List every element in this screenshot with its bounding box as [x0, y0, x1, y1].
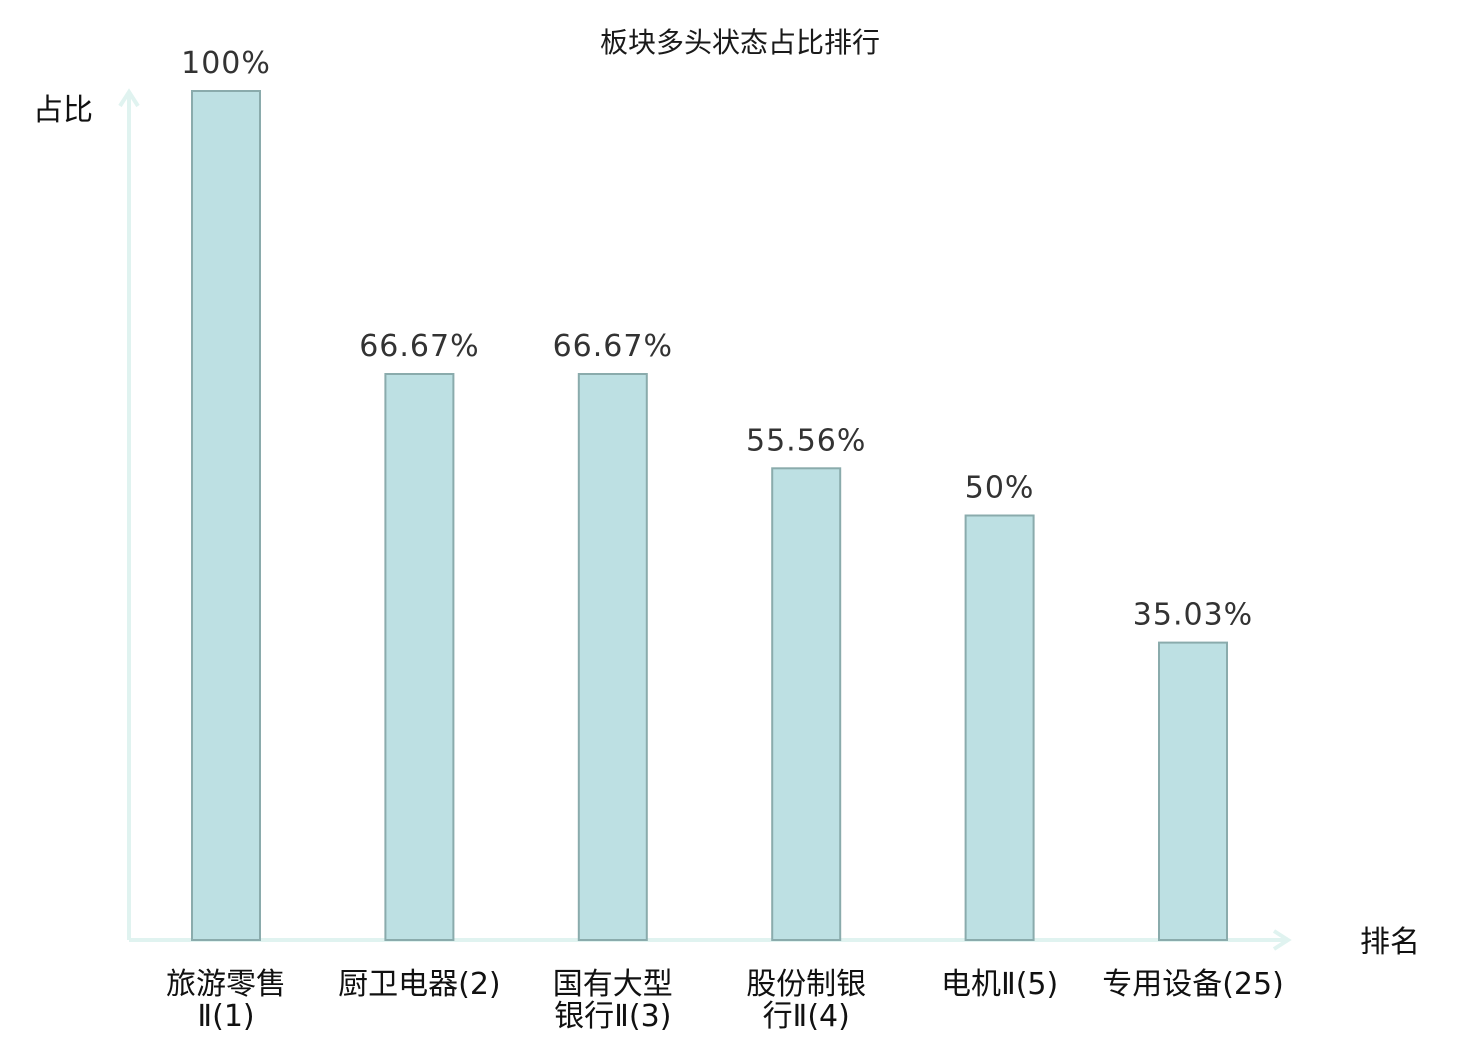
- category-label-line: 电机Ⅱ(5): [941, 967, 1058, 1002]
- chart-title: 板块多头状态占比排行: [600, 26, 880, 59]
- category-label-line: 行Ⅱ(4): [763, 999, 850, 1034]
- bar: [577, 373, 648, 941]
- category-label-line: 银行Ⅱ(3): [554, 999, 671, 1034]
- bar-value-label: 66.67%: [553, 329, 673, 364]
- bar: [191, 90, 261, 941]
- category-label-line: 旅游零售: [166, 967, 286, 1002]
- category-label-line: Ⅱ(1): [197, 999, 254, 1034]
- category-label-line: 厨卫电器(2): [338, 967, 501, 1002]
- category-label-line: 专用设备(25): [1102, 967, 1284, 1002]
- bars: [191, 90, 1228, 941]
- category-label: 旅游零售 Ⅱ(1): [166, 967, 286, 1034]
- bar: [384, 373, 455, 941]
- category-label: 厨卫电器(2): [338, 967, 501, 1002]
- bar: [771, 467, 842, 941]
- y-axis-label: 占比: [33, 93, 93, 128]
- bar-value-label: 50%: [965, 471, 1035, 506]
- y-axis-arrow-icon: [118, 88, 140, 108]
- bar-value-label: 66.67%: [359, 329, 479, 364]
- category-label-line: 国有大型: [553, 967, 673, 1002]
- category-label: 股份制银行Ⅱ(4): [746, 967, 866, 1034]
- category-label-highlighted: 专用设备(25): [1102, 967, 1284, 1002]
- x-axis-arrow-icon: [1272, 929, 1292, 951]
- bar: [1158, 641, 1228, 941]
- category-labels: 旅游零售 Ⅱ(1) 厨卫电器(2) 国有大型银行Ⅱ(3) 股份制银行Ⅱ(4) 电机Ⅱ(5)…: [166, 967, 1284, 1034]
- bar-value-label: 100%: [181, 46, 271, 81]
- axes: [118, 88, 1292, 951]
- bar-value-label: 55.56%: [746, 423, 866, 458]
- category-label-line: 股份制银: [746, 967, 866, 1002]
- x-axis-label: 排名: [1360, 925, 1420, 960]
- value-labels: 100% 66.67% 66.67% 55.56% 50% 35.03%: [181, 46, 1253, 633]
- category-label: 电机Ⅱ(5): [941, 967, 1058, 1002]
- category-label: 国有大型银行Ⅱ(3): [553, 967, 673, 1034]
- bar: [964, 514, 1035, 941]
- bar-value-label: 35.03%: [1133, 598, 1253, 633]
